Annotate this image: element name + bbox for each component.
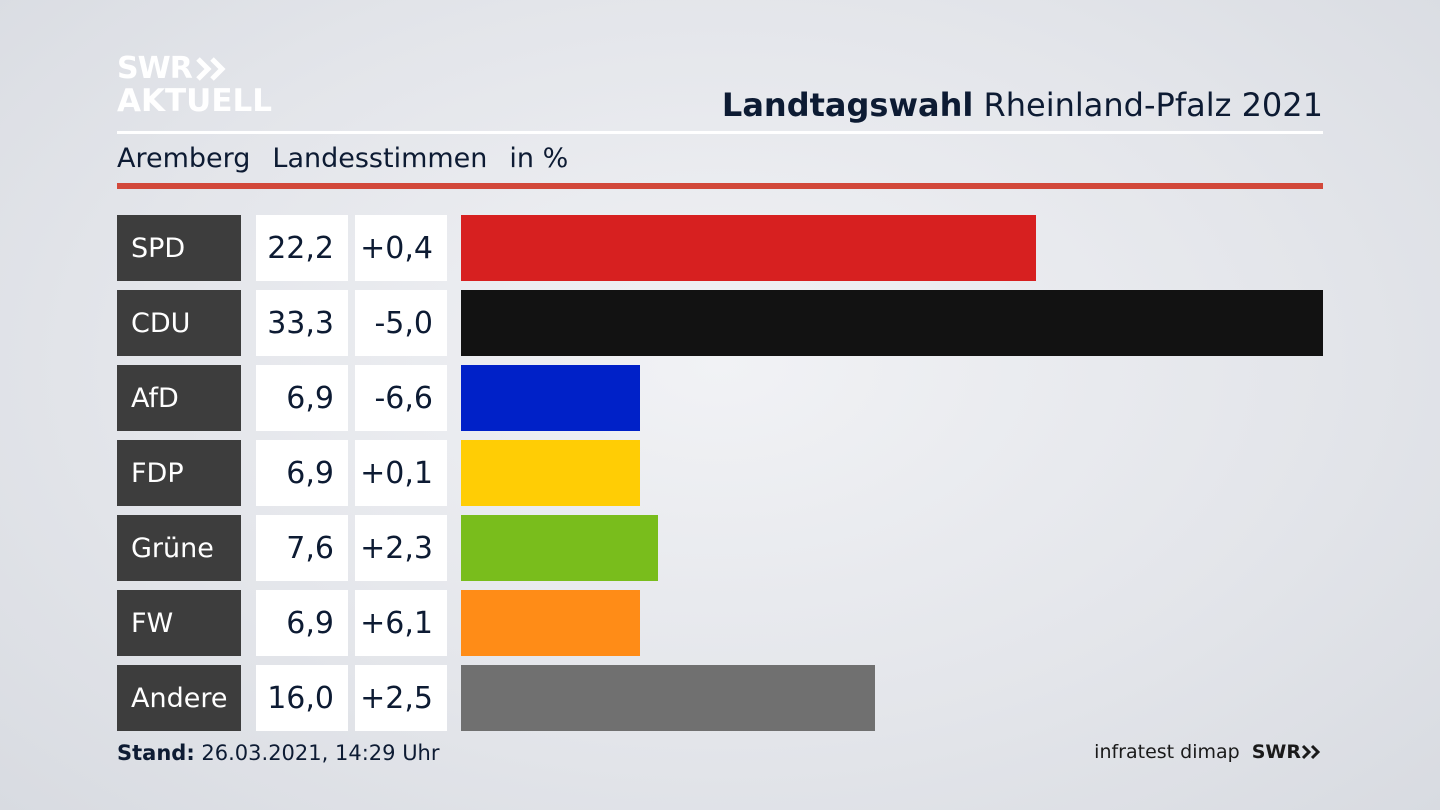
chart-row: CDU 33,3 -5,0 <box>117 290 1323 356</box>
party-label: SPD <box>117 215 241 281</box>
swr-brand: SWR <box>1252 741 1323 763</box>
title-rest: Rheinland-Pfalz 2021 <box>983 86 1323 124</box>
chart-row: Grüne 7,6 +2,3 <box>117 515 1323 581</box>
title-bold: Landtagswahl <box>721 86 974 124</box>
subtitle-divider <box>117 183 1323 189</box>
chart-row: AfD 6,9 -6,6 <box>117 365 1323 431</box>
change-value: +2,3 <box>355 515 447 581</box>
swr-aktuell-logo: SWR AKTUELL <box>117 54 272 117</box>
logo-line1: SWR <box>117 51 193 86</box>
party-label: Andere <box>117 665 241 731</box>
subtitle-type: Landesstimmen <box>272 143 488 174</box>
change-value: +0,1 <box>355 440 447 506</box>
vote-share-value: 22,2 <box>256 215 348 281</box>
bar-spd <box>461 215 1036 281</box>
vote-share-value: 16,0 <box>256 665 348 731</box>
change-value: +2,5 <box>355 665 447 731</box>
party-label: Grüne <box>117 515 241 581</box>
vote-share-value: 33,3 <box>256 290 348 356</box>
page-title: Landtagswahl Rheinland-Pfalz 2021 <box>722 86 1323 124</box>
change-value: +0,4 <box>355 215 447 281</box>
vote-share-value: 6,9 <box>256 590 348 656</box>
subtitle-place: Aremberg <box>117 143 251 174</box>
bar-fdp <box>461 440 640 506</box>
bar-cdu <box>461 290 1323 356</box>
logo-line2: AKTUELL <box>117 83 273 119</box>
party-label: CDU <box>117 290 241 356</box>
chart-row: FDP 6,9 +0,1 <box>117 440 1323 506</box>
chart-subtitle: Aremberg Landesstimmen in % <box>117 143 590 174</box>
footer-timestamp: 26.03.2021, 14:29 Uhr <box>201 741 440 765</box>
bar-afd <box>461 365 640 431</box>
chart-row: Andere 16,0 +2,5 <box>117 665 1323 731</box>
vote-share-value: 6,9 <box>256 365 348 431</box>
subtitle-unit: in % <box>509 143 569 174</box>
party-label: FDP <box>117 440 241 506</box>
bar-andere <box>461 665 875 731</box>
chart-row: FW 6,9 +6,1 <box>117 590 1323 656</box>
swr-brand-label: SWR <box>1251 741 1301 763</box>
bar-fw <box>461 590 640 656</box>
header-divider <box>117 131 1323 134</box>
bar-grüne <box>461 515 658 581</box>
party-label: AfD <box>117 365 241 431</box>
change-value: +6,1 <box>355 590 447 656</box>
timestamp-footer: Stand: 26.03.2021, 14:29 Uhr <box>117 741 440 765</box>
double-chevron-icon <box>1301 744 1321 760</box>
party-label: FW <box>117 590 241 656</box>
chart-row: SPD 22,2 +0,4 <box>117 215 1323 281</box>
double-chevron-icon <box>196 57 226 81</box>
change-value: -6,6 <box>355 365 447 431</box>
source-credit: infratest dimap SWR <box>1094 741 1323 763</box>
footer-label: Stand: <box>117 741 195 765</box>
change-value: -5,0 <box>355 290 447 356</box>
vote-share-value: 7,6 <box>256 515 348 581</box>
vote-share-value: 6,9 <box>256 440 348 506</box>
source-label: infratest dimap <box>1094 741 1240 763</box>
